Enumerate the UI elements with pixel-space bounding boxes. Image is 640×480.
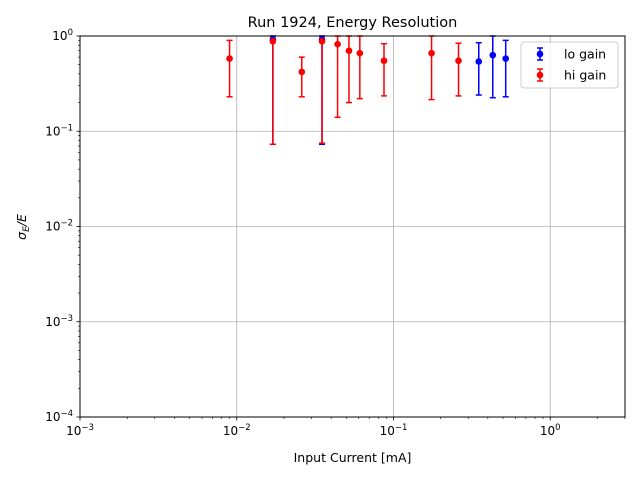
y-tick-label: 10−4 [45,409,73,424]
data-point [226,55,233,62]
legend-marker [536,50,544,58]
data-markers [226,36,510,76]
x-tick-exponent: −1 [395,423,408,433]
y-tick-exponent: −2 [60,219,73,229]
y-tick-base: 10 [45,124,60,138]
y-tick-label: 10−2 [45,219,73,234]
data-point [356,49,364,57]
x-axis-label: Input Current [mA] [294,450,412,465]
x-tick-label: 10−1 [380,423,408,438]
y-tick-exponent: −4 [60,409,73,419]
data-point [502,55,510,62]
data-point [345,47,353,55]
legend-frame [520,41,619,89]
y-tick-label: 10−3 [45,314,73,329]
y-tick-base: 10 [52,29,67,43]
data-point [428,49,435,57]
error-bars [226,35,509,146]
x-tick-exponent: −3 [81,423,94,433]
y-tick-exponent: 0 [68,28,73,38]
y-tick-label: 100 [52,28,73,43]
x-tick-label: 100 [540,423,561,438]
x-tick-exponent: −2 [238,423,251,433]
x-tick-base: 10 [380,424,395,438]
chart-title: Run 1924, Energy Resolution [248,15,458,31]
y-tick-exponent: −1 [60,123,73,133]
x-tick-base: 10 [223,424,238,438]
y-tick-exponent: −3 [60,314,73,324]
y-axis-label: σE/E [14,214,32,240]
legend-label: hi gain [564,68,606,83]
x-tick-exponent: 0 [555,423,560,433]
y-tick-base: 10 [45,315,60,329]
data-point [489,51,497,59]
legend-label: lo gain [564,47,606,62]
data-point [269,37,277,45]
data-point [334,40,341,48]
data-point [318,37,326,45]
data-point [380,57,388,65]
y-tick-label: 10−1 [45,123,73,138]
x-tick-base: 10 [540,424,555,438]
x-tick-label: 10−2 [223,423,251,438]
x-tick-label: 10−3 [66,423,94,438]
legend-marker [536,71,544,79]
data-point [475,58,483,65]
y-tick-base: 10 [45,410,60,424]
y-tick-base: 10 [45,220,60,234]
axis-ticks [76,35,626,421]
data-point [298,68,306,76]
legend: lo gain hi gain [520,41,619,89]
data-point [455,57,462,65]
x-tick-base: 10 [66,424,81,438]
